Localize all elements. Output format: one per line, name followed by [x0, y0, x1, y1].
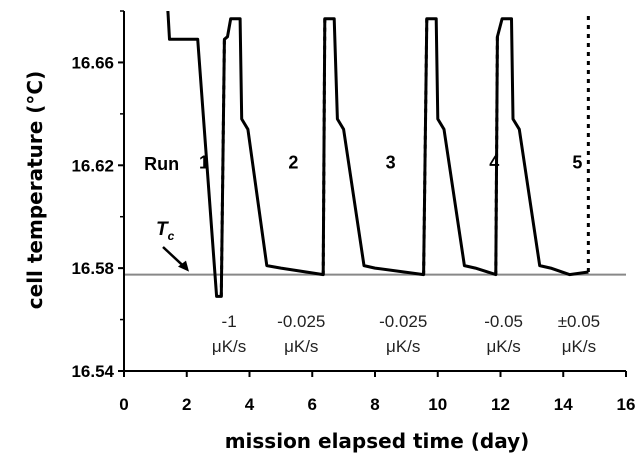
rate-value-1: -1 [222, 312, 237, 331]
run-label-2: 2 [288, 153, 298, 173]
dotted-segment-3 [422, 18, 429, 275]
dotted-segment-2 [321, 18, 327, 275]
dotted-segment-4 [494, 36, 499, 275]
rate-unit-5: μK/s [562, 337, 596, 356]
y-tick-label: 16.54 [71, 362, 114, 381]
rate-value-4: -0.05 [484, 312, 523, 331]
run-label-4: 4 [489, 153, 499, 173]
rate-value-3: -0.025 [379, 312, 427, 331]
x-tick-label: 6 [308, 395, 317, 414]
y-tick-label: 16.62 [71, 156, 114, 175]
run-label-1: 1 [199, 153, 209, 173]
tc-arrow-head [178, 260, 189, 272]
x-tick-label: 10 [428, 395, 447, 414]
y-axis-title: cell temperature (°C) [23, 71, 47, 309]
tc-label: Tc [156, 219, 175, 243]
tc-label-main: T [156, 219, 169, 240]
run-label-3: 3 [386, 153, 396, 173]
x-tick-label: 12 [491, 395, 510, 414]
run-label-5: 5 [572, 153, 582, 173]
x-axis-title: mission elapsed time (day) [225, 429, 530, 453]
temperature-series-line [166, 11, 589, 298]
tc-label-subscript: c [168, 229, 175, 243]
rate-value-2: -0.025 [277, 312, 325, 331]
x-tick-label: 8 [370, 395, 379, 414]
run-title-label: Run [144, 154, 179, 174]
x-tick-label: 2 [182, 395, 191, 414]
x-tick-label: 4 [245, 395, 255, 414]
rate-unit-4: μK/s [486, 337, 520, 356]
rate-unit-2: μK/s [284, 337, 318, 356]
x-tick-label: 0 [119, 395, 128, 414]
x-tick-label: 14 [554, 395, 573, 414]
y-tick-label: 16.66 [71, 53, 114, 72]
plot-area: Run 1 2 3 4 5 -1 μK/s -0.025 μK/s -0.025 μK/s -0.05 μ… [124, 11, 626, 356]
rate-unit-3: μK/s [386, 337, 420, 356]
y-tick-label: 16.58 [71, 259, 114, 278]
tc-arrow-shaft [162, 246, 185, 268]
dotted-segment-1 [219, 39, 226, 297]
rate-unit-1: μK/s [212, 337, 246, 356]
rate-value-5: ±0.05 [558, 312, 600, 331]
x-tick-label: 16 [617, 395, 636, 414]
